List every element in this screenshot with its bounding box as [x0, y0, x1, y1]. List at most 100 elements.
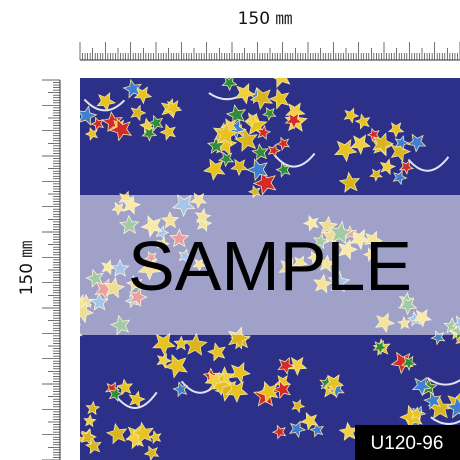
- leaf: [288, 420, 307, 439]
- leaf: [379, 158, 397, 176]
- leaf: [204, 371, 224, 391]
- leaf: [85, 400, 101, 416]
- leaf: [217, 151, 235, 168]
- watermark: SAMPLE: [128, 227, 412, 305]
- leaf: [372, 340, 388, 356]
- fabric: SAMPLE U120-96: [62, 78, 460, 460]
- leaf: [423, 391, 442, 410]
- leaf: [319, 375, 335, 392]
- leaf: [256, 381, 279, 404]
- leaf: [80, 428, 97, 446]
- leaf: [387, 122, 405, 138]
- leaf: [406, 133, 427, 153]
- streak: [115, 391, 158, 409]
- leaf: [234, 127, 258, 152]
- left-ruler-label: 150 ㎜: [17, 241, 37, 296]
- leaf: [343, 107, 360, 124]
- leaf: [207, 136, 226, 154]
- product-code: U120-96: [371, 433, 444, 454]
- leaf: [80, 436, 87, 442]
- leaf: [401, 355, 417, 371]
- leaf: [300, 412, 319, 431]
- leaf: [398, 160, 415, 175]
- leaf: [277, 356, 296, 375]
- leaf: [90, 116, 105, 132]
- leaf: [80, 323, 83, 337]
- leaf: [164, 100, 183, 118]
- leaf: [221, 78, 238, 92]
- leaf: [62, 278, 79, 294]
- leaf: [409, 406, 425, 421]
- streak: [430, 416, 460, 425]
- leaf: [272, 379, 291, 400]
- leaf: [163, 353, 188, 379]
- leaf: [323, 374, 344, 394]
- leaf: [108, 385, 124, 403]
- leaf: [84, 127, 99, 141]
- leaf: [256, 124, 272, 140]
- leaf: [156, 352, 173, 369]
- leaf: [349, 134, 371, 155]
- leaf: [390, 351, 414, 375]
- leaf: [372, 132, 395, 156]
- leaf: [109, 118, 132, 142]
- leaf: [152, 332, 176, 356]
- leaf: [275, 161, 291, 178]
- leaf: [202, 158, 226, 181]
- leaf: [284, 112, 303, 130]
- leaf: [131, 421, 154, 445]
- leaf: [84, 437, 102, 455]
- leaf: [271, 424, 287, 440]
- leaf: [83, 414, 97, 428]
- leaf: [273, 78, 291, 89]
- leaf: [249, 86, 274, 111]
- leaf: [172, 381, 188, 398]
- leaf: [143, 445, 160, 460]
- leaf: [262, 107, 277, 122]
- leaf: [244, 112, 260, 128]
- leaf: [133, 86, 153, 105]
- leaf: [369, 168, 383, 182]
- leaf: [338, 171, 361, 193]
- leaf: [230, 158, 249, 177]
- leaf: [147, 114, 164, 132]
- leaf: [105, 422, 128, 445]
- streak: [426, 377, 460, 386]
- leaf: [392, 169, 408, 186]
- streak: [407, 156, 450, 172]
- leaf: [159, 123, 176, 141]
- leaf: [130, 104, 147, 122]
- leaf: [427, 395, 452, 419]
- leaf: [141, 126, 158, 142]
- rulers: [42, 42, 460, 460]
- leaf: [338, 421, 359, 442]
- leaf: [225, 380, 249, 404]
- leaf: [148, 430, 162, 445]
- streak: [273, 152, 316, 168]
- leaf: [252, 170, 277, 196]
- leaf: [116, 378, 134, 396]
- code-box: [355, 425, 460, 460]
- leaf: [446, 395, 460, 419]
- leaf: [183, 332, 208, 356]
- leaf: [96, 92, 117, 112]
- leaf: [234, 82, 256, 105]
- leaf: [366, 127, 380, 142]
- leaf: [411, 376, 432, 397]
- leaf: [287, 356, 308, 377]
- leaf: [309, 422, 325, 438]
- leaf: [246, 158, 269, 182]
- top-ruler-label: 150 ㎜: [238, 9, 293, 29]
- leaf: [214, 121, 239, 146]
- watermark-band: [80, 195, 460, 335]
- leaf: [354, 113, 371, 130]
- leaf: [268, 88, 290, 110]
- leaf: [394, 135, 410, 151]
- leaf: [291, 399, 306, 414]
- streak: [83, 98, 126, 112]
- leaf: [207, 342, 226, 362]
- leaf: [128, 390, 146, 409]
- leaf: [251, 143, 269, 161]
- leaf: [80, 105, 98, 126]
